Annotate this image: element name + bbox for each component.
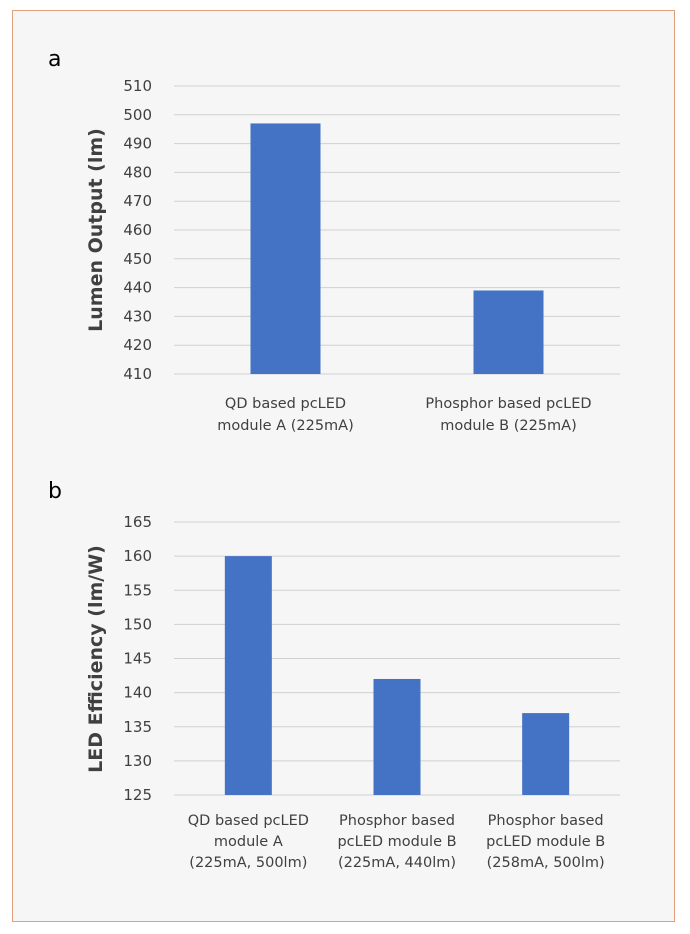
bar	[224, 556, 272, 795]
bar	[473, 290, 544, 374]
y-tick-label: 410	[123, 365, 152, 383]
bar	[522, 713, 570, 795]
x-category-label: pcLED module B	[486, 834, 605, 850]
y-tick-label: 135	[123, 718, 152, 736]
x-category-label: module A	[214, 834, 283, 850]
panel-label-b: b	[48, 479, 62, 504]
y-tick-label: 470	[123, 192, 152, 210]
y-tick-label: 160	[123, 547, 152, 565]
x-category-label: QD based pcLED	[188, 813, 309, 829]
x-category-label: module A (225mA)	[217, 418, 354, 434]
y-tick-label: 450	[123, 250, 152, 268]
x-category-label: pcLED module B	[337, 834, 456, 850]
y-tick-label: 155	[123, 581, 152, 599]
bar	[250, 123, 321, 374]
x-category-label: (258mA, 500lm)	[487, 855, 605, 871]
x-category-label: module B (225mA)	[440, 418, 577, 434]
y-tick-label: 130	[123, 752, 152, 770]
panel-label-a: a	[48, 47, 61, 72]
y-tick-label: 490	[123, 135, 152, 153]
y-tick-label: 165	[123, 513, 152, 531]
x-category-label: Phosphor based	[339, 813, 455, 829]
x-category-label: (225mA, 500lm)	[189, 855, 307, 871]
x-category-label: QD based pcLED	[225, 396, 346, 412]
y-tick-label: 140	[123, 684, 152, 702]
y-tick-label: 440	[123, 279, 152, 297]
y-tick-label: 460	[123, 221, 152, 239]
y-tick-label: 500	[123, 106, 152, 124]
panel-b: b LED Efficiency (lm/W) 125 130 135 140 145 1…	[48, 479, 620, 871]
x-category-label: Phosphor based pcLED	[425, 396, 591, 412]
y-tick-label: 145	[123, 650, 152, 668]
y-tick-label: 510	[123, 77, 152, 95]
y-tick-label: 125	[123, 786, 152, 804]
y-axis-label-b: LED Efficiency (lm/W)	[85, 545, 107, 773]
panel-a: a Lumen Output (lm) 410 420 430 440 450 460 47…	[48, 47, 620, 434]
y-tick-label: 150	[123, 615, 152, 633]
bar	[373, 678, 421, 795]
y-tick-label: 420	[123, 336, 152, 354]
y-tick-label: 480	[123, 163, 152, 181]
x-category-label: Phosphor based	[488, 813, 604, 829]
y-tick-label: 430	[123, 307, 152, 325]
x-category-label: (225mA, 440lm)	[338, 855, 456, 871]
y-axis-label-a: Lumen Output (lm)	[85, 128, 107, 332]
